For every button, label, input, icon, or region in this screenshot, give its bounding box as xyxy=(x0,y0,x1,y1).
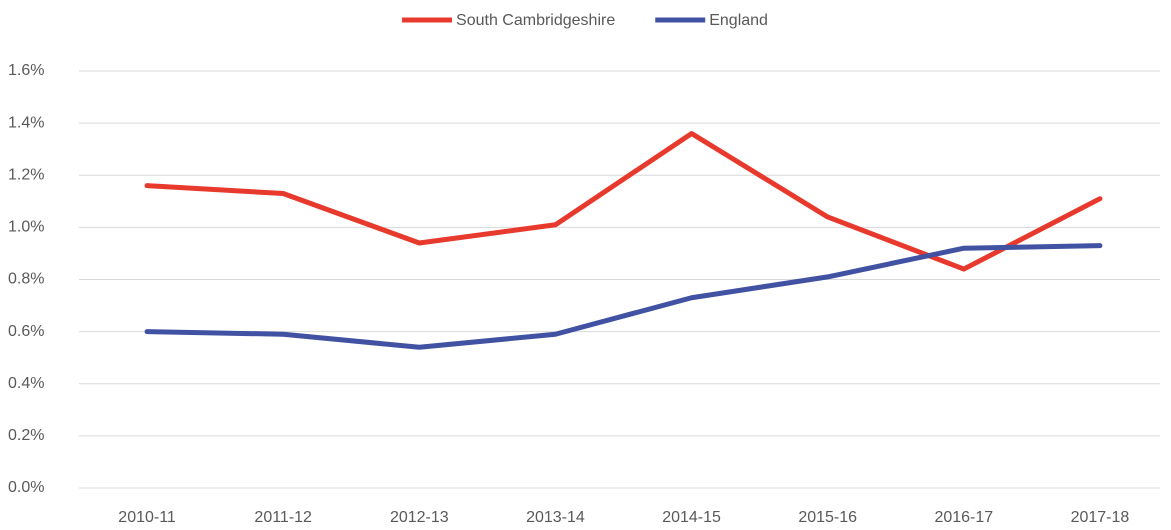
x-tick-label: 2012-13 xyxy=(390,509,449,526)
x-tick-label: 2013-14 xyxy=(526,509,585,526)
y-tick-label: 0.0% xyxy=(8,479,44,496)
y-tick-label: 1.0% xyxy=(8,219,44,236)
y-tick-label: 1.2% xyxy=(8,166,44,183)
legend-label: South Cambridgeshire xyxy=(456,12,615,29)
x-tick-label: 2010-11 xyxy=(118,509,176,526)
y-tick-label: 1.4% xyxy=(8,114,44,131)
legend-item: England xyxy=(655,12,768,29)
series-line xyxy=(144,131,1103,272)
x-tick-label: 2011-12 xyxy=(254,509,312,526)
x-tick-label: 2016-17 xyxy=(934,509,993,526)
x-tick-label: 2015-16 xyxy=(798,509,857,526)
y-tick-label: 0.2% xyxy=(8,427,44,444)
x-tick-label: 2014-15 xyxy=(662,509,721,526)
y-tick-label: 0.4% xyxy=(8,375,44,392)
y-tick-label: 0.6% xyxy=(8,323,44,340)
legend-label: England xyxy=(709,12,768,29)
x-tick-label: 2017-18 xyxy=(1071,509,1130,526)
y-tick-label: 1.6% xyxy=(8,62,44,79)
series-line xyxy=(144,243,1103,350)
legend-item: South Cambridgeshire xyxy=(402,12,615,29)
y-tick-label: 0.8% xyxy=(8,271,44,288)
